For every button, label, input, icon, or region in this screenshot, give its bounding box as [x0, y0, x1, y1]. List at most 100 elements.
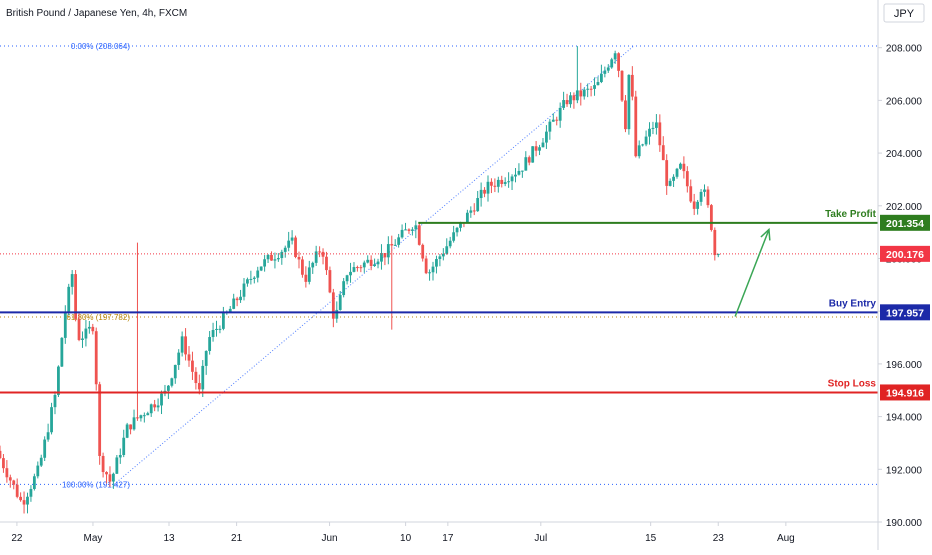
candle [668, 178, 672, 187]
candle-body [386, 244, 390, 258]
candle-body [273, 259, 277, 261]
candle [586, 83, 590, 98]
currency-button[interactable]: JPY [883, 3, 925, 23]
candle [503, 177, 507, 187]
candle-body [352, 267, 356, 272]
candle [63, 305, 67, 344]
candle-body [699, 191, 703, 202]
candle-body [239, 296, 242, 301]
candle-body [84, 328, 88, 339]
y-tick-label: 194.000 [886, 413, 923, 424]
x-tick-label: 21 [231, 533, 243, 544]
candle [163, 384, 167, 397]
level-label-stop-loss: Stop Loss [828, 378, 877, 389]
candle [483, 187, 486, 198]
candle-body [70, 274, 74, 287]
candle-body [531, 146, 535, 163]
candle [81, 331, 84, 348]
candle [527, 155, 531, 166]
candle [342, 278, 346, 298]
candle [575, 46, 579, 104]
candle [204, 350, 208, 375]
candle [393, 239, 397, 247]
candle [153, 399, 157, 412]
candle [338, 290, 342, 311]
price-tag-label: 194.916 [886, 387, 924, 399]
candle-body [562, 100, 566, 108]
candle [263, 255, 267, 272]
candle-body [221, 313, 225, 329]
candle-body [215, 328, 218, 330]
candle [630, 66, 634, 101]
candle [414, 220, 418, 239]
candle-body [43, 439, 47, 458]
candle-body [105, 472, 108, 475]
candle-body [417, 225, 421, 245]
time-axis[interactable]: 22 May 13 21 Jun 10 17 Jul 15 23 Aug [11, 522, 795, 544]
candle-body [8, 477, 12, 481]
candle [184, 328, 187, 361]
candle-body [593, 85, 596, 89]
candle-body [617, 53, 620, 71]
candle [435, 255, 438, 274]
candle-body [672, 176, 675, 181]
candle [321, 248, 325, 265]
candle [672, 174, 675, 188]
candle-body [314, 251, 318, 263]
candle [301, 256, 304, 278]
candle [469, 206, 473, 218]
candle-body [538, 147, 541, 151]
candle [46, 423, 50, 442]
y-tick-label: 208.000 [886, 44, 923, 55]
candle-body [428, 272, 431, 274]
candle-body [452, 232, 456, 241]
candle-body [132, 417, 136, 430]
candle-body [91, 326, 95, 332]
price-axis-background [878, 0, 932, 550]
candle-body [2, 458, 5, 469]
candle [177, 349, 181, 370]
candle-body [146, 413, 150, 416]
candle [77, 312, 81, 342]
candle [441, 248, 445, 261]
candle [404, 222, 407, 231]
candle [273, 252, 277, 269]
candle [496, 176, 500, 193]
candle-body [301, 259, 304, 275]
candle-body [156, 405, 160, 408]
candle-body [5, 468, 9, 478]
y-tick-label: 206.000 [886, 96, 923, 107]
y-tick-label: 204.000 [886, 149, 923, 160]
candle [304, 266, 308, 288]
candle [390, 235, 394, 330]
candle-body [507, 181, 511, 183]
x-tick-label: 15 [645, 533, 657, 544]
candle-body [197, 383, 201, 390]
candle [211, 322, 215, 342]
candle-body [510, 176, 514, 182]
candle [32, 473, 36, 491]
candle [417, 222, 421, 246]
candle [431, 261, 435, 281]
candle-body [490, 181, 493, 186]
currency-label: JPY [894, 8, 915, 20]
candle-body [0, 450, 2, 459]
candle [142, 412, 146, 423]
candle [290, 230, 294, 245]
candle-body [129, 424, 132, 430]
candle-body [191, 360, 194, 372]
candle-body [527, 157, 531, 163]
candle [22, 491, 26, 514]
candle [500, 175, 504, 188]
candle-body [517, 170, 521, 175]
candle [101, 452, 105, 478]
candle [112, 472, 115, 489]
candle-body [397, 237, 401, 245]
x-tick-label: 23 [713, 533, 725, 544]
candle [242, 278, 246, 301]
candle-body [122, 437, 126, 455]
candle-body [500, 179, 504, 184]
candle-body [180, 336, 184, 353]
